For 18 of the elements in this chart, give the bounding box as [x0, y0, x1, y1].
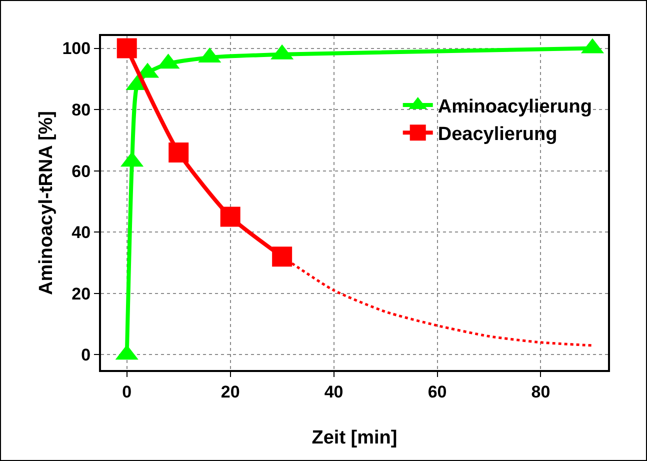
x-tick-label: 0 [122, 382, 132, 402]
y-tick-label: 60 [72, 162, 91, 181]
x-axis-title: Zeit [min] [312, 428, 398, 449]
point [220, 206, 240, 227]
y-tick-label: 80 [72, 100, 91, 120]
point [168, 142, 189, 162]
y-tick-label: 100 [62, 39, 91, 58]
legend-label: Aminoacylierung [438, 96, 592, 118]
x-tick-label: 60 [428, 382, 447, 402]
y-tick-label: 40 [72, 223, 91, 242]
y-tick-label: 0 [81, 346, 91, 365]
y-axis-title: Aminoacyl-tRNA [%] [36, 110, 57, 296]
point [272, 246, 292, 267]
x-tick-label: 20 [220, 382, 240, 402]
legend-label: Deacylierung [438, 124, 558, 146]
x-tick-label: 80 [531, 382, 550, 402]
y-tick-label: 20 [72, 284, 91, 304]
x-tick-label: 40 [324, 382, 344, 402]
